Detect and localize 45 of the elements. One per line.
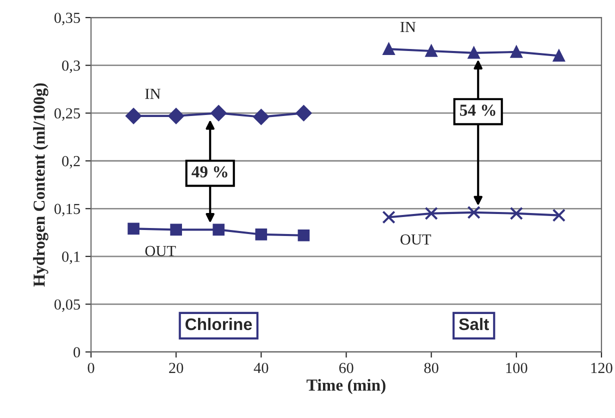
- y-tick-label: 0,25: [54, 108, 80, 121]
- annotation: 49 %: [192, 166, 228, 178]
- point: [126, 108, 142, 124]
- point: [170, 224, 182, 236]
- annotation: 54 %: [460, 104, 496, 116]
- y-axis-title: Hydrogen Content (ml/100g): [33, 83, 48, 287]
- point: [382, 210, 396, 224]
- series-label: IN: [400, 22, 416, 32]
- y-tick-label: 0,15: [54, 204, 80, 216]
- y-tick-label: 0,2: [62, 156, 80, 169]
- point: [296, 105, 312, 122]
- x-tick-label: 120: [591, 362, 612, 374]
- x-tick-label: 20: [169, 362, 184, 374]
- point: [168, 108, 184, 124]
- point: [553, 50, 565, 62]
- y-tick-label: 0,05: [54, 299, 80, 312]
- point: [382, 43, 395, 55]
- y-tick-label: 0,35: [54, 12, 80, 26]
- point: [510, 46, 522, 58]
- x-tick-label: 60: [339, 362, 354, 374]
- annotation: Chlorine: [186, 318, 252, 330]
- point: [212, 224, 225, 236]
- point: [210, 105, 227, 122]
- annotation: Salt: [459, 318, 489, 330]
- y-tick-label: 0: [74, 347, 80, 358]
- point: [510, 206, 523, 220]
- point: [425, 45, 438, 57]
- point: [552, 208, 566, 222]
- point: [298, 229, 310, 242]
- series-label: OUT: [145, 246, 176, 256]
- point: [467, 206, 480, 220]
- x-tick-label: 80: [424, 362, 438, 374]
- point: [253, 109, 270, 125]
- series-label: IN: [145, 88, 160, 99]
- series-label: OUT: [400, 234, 432, 245]
- x-tick-label: 100: [506, 362, 528, 374]
- x-tick-label: 40: [254, 362, 268, 374]
- point: [128, 222, 140, 235]
- point: [424, 206, 438, 220]
- y-tick-label: 0,3: [62, 60, 80, 73]
- x-axis-title: Time (min): [306, 379, 386, 394]
- point: [255, 228, 268, 240]
- y-tick-label: 0,1: [62, 252, 80, 264]
- x-tick-label: 0: [88, 362, 94, 374]
- point: [468, 47, 480, 59]
